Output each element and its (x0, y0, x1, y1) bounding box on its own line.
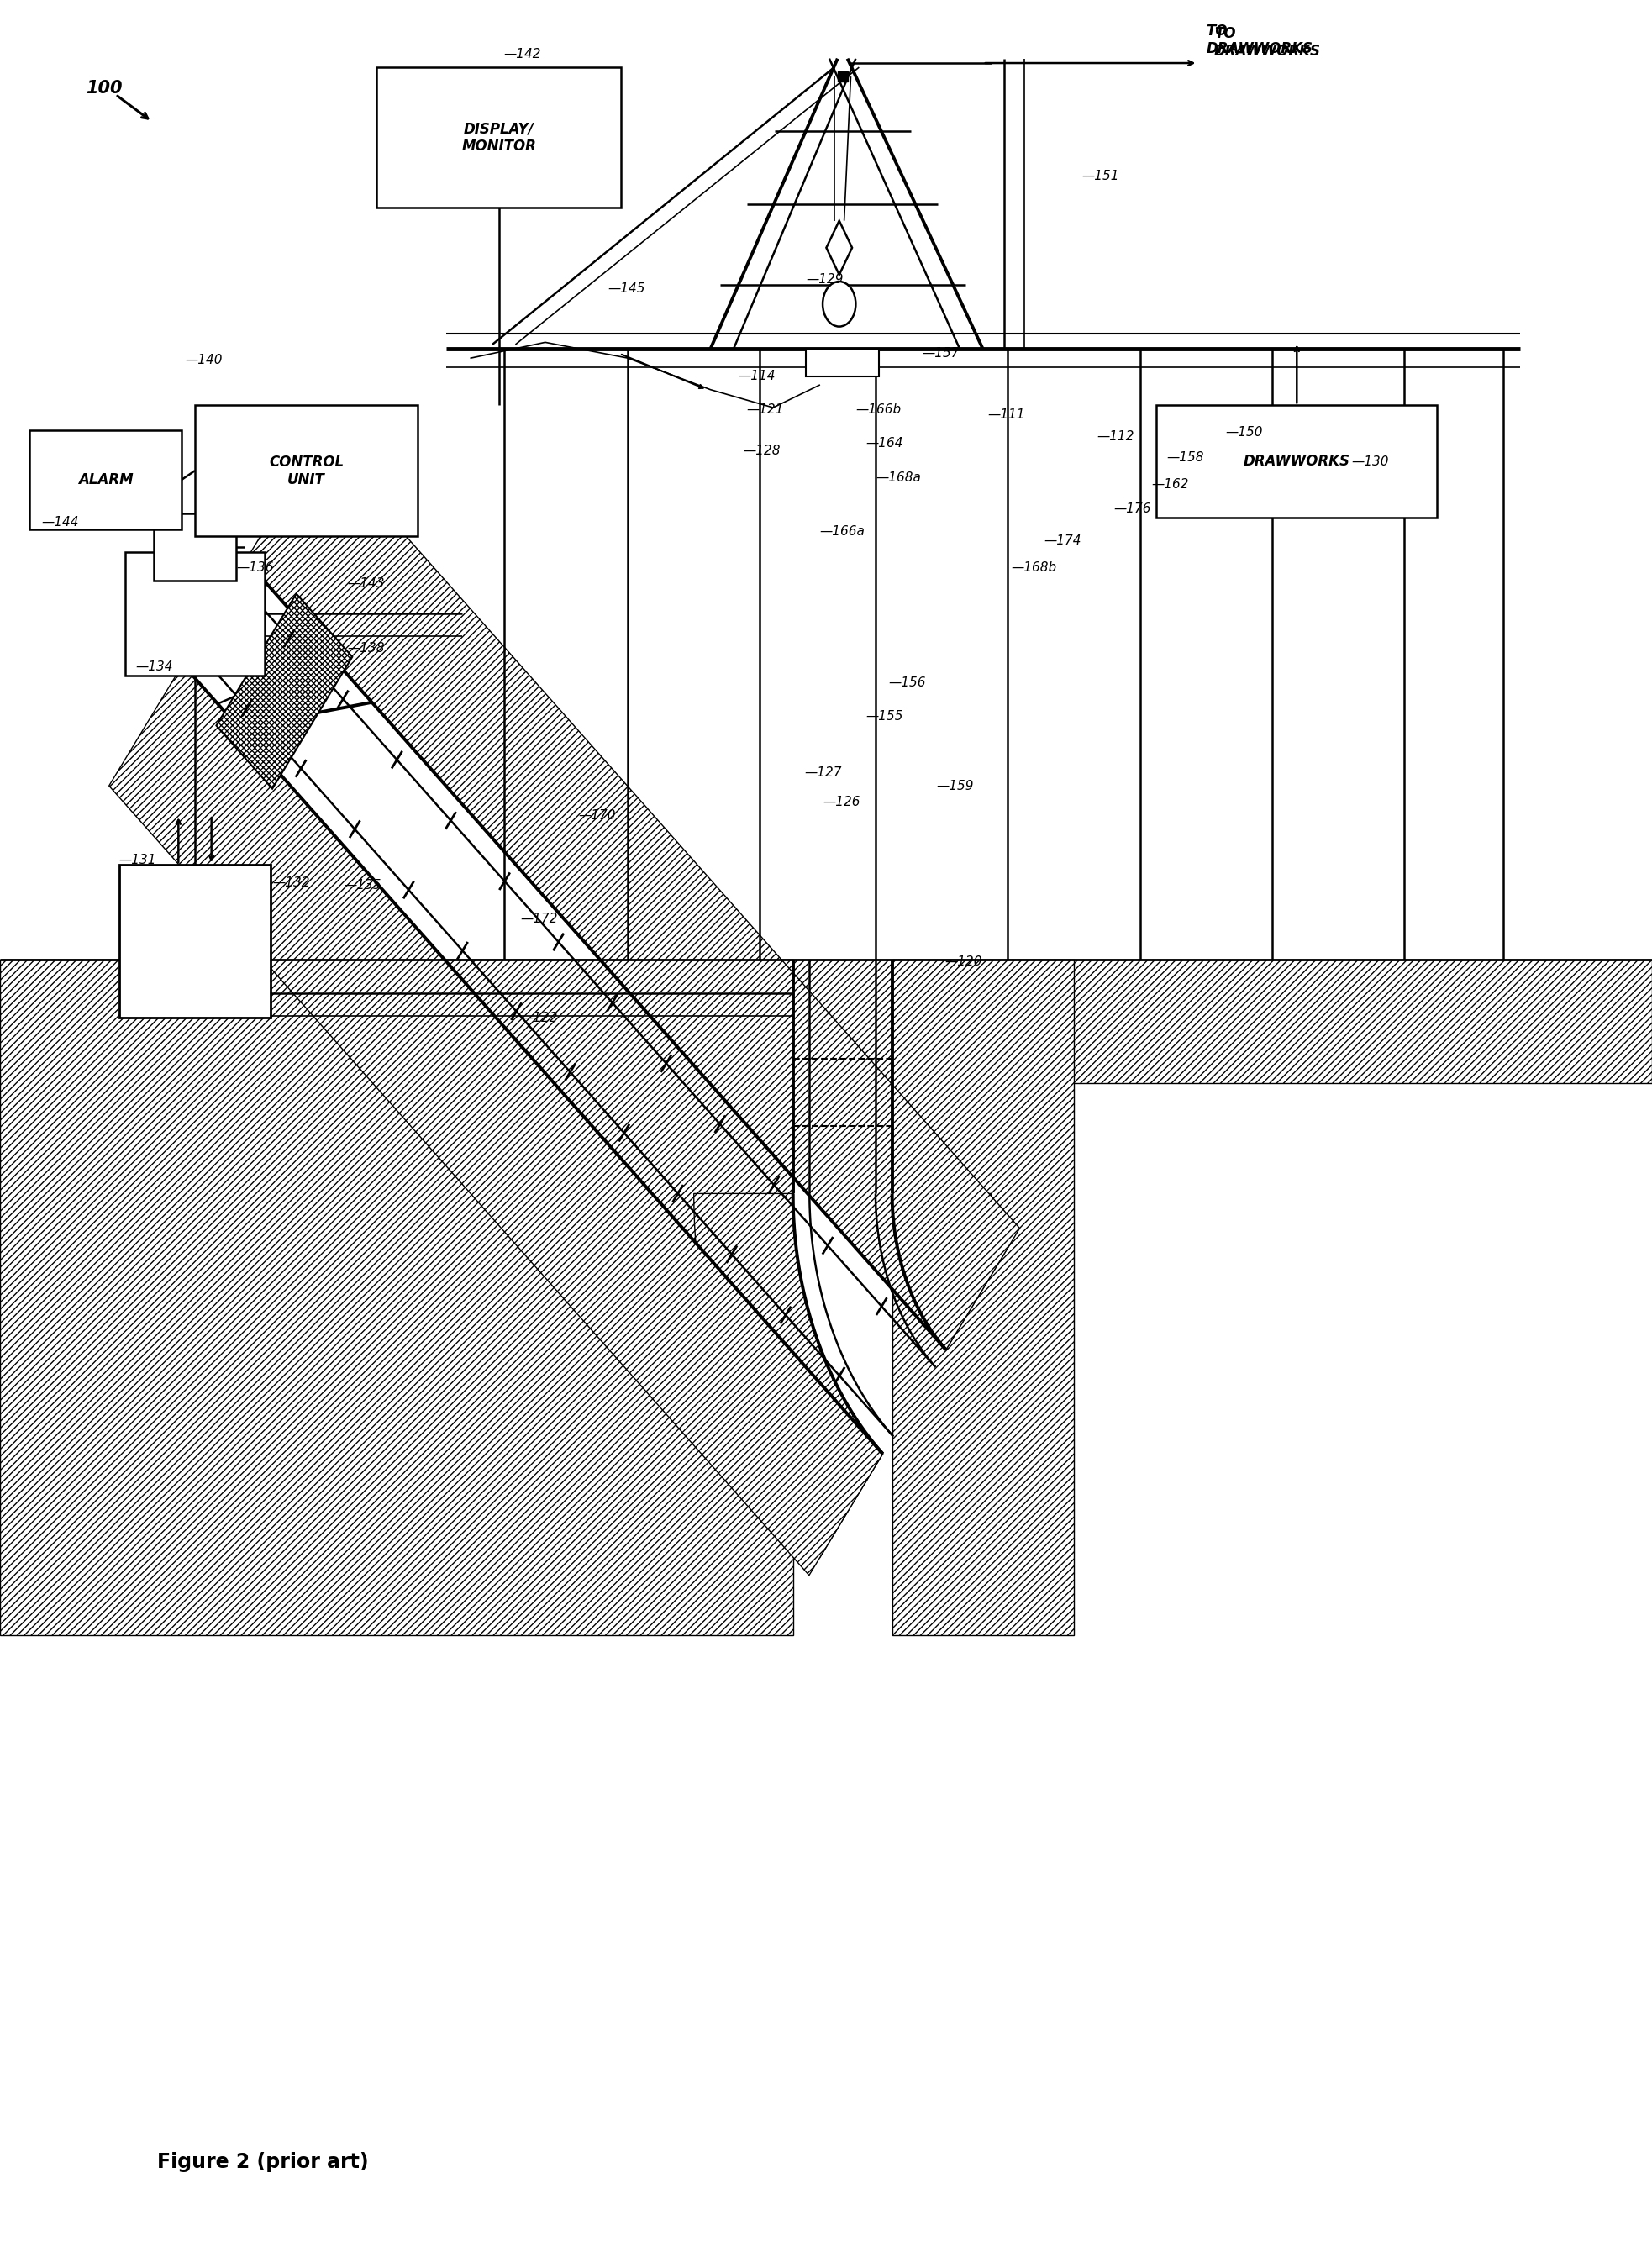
Text: —143: —143 (347, 577, 385, 590)
Text: —159: —159 (937, 779, 975, 793)
Text: —158: —158 (1166, 450, 1204, 464)
Bar (30, 430, 182, 529)
Polygon shape (892, 959, 1074, 1635)
Text: —166b: —166b (856, 403, 902, 417)
Text: DRAWWORKS: DRAWWORKS (1244, 455, 1350, 468)
Text: TO
DRAWWORKS: TO DRAWWORKS (1206, 25, 1313, 56)
Text: —121: —121 (747, 403, 785, 417)
Text: —129: —129 (806, 272, 844, 286)
Text: —114: —114 (738, 369, 776, 383)
Polygon shape (109, 664, 882, 1576)
Text: —111: —111 (988, 408, 1026, 421)
Text: —168b: —168b (1011, 561, 1057, 574)
Text: —122: —122 (520, 1011, 558, 1025)
Text: —157: —157 (922, 347, 960, 360)
Polygon shape (694, 1194, 882, 1558)
Bar (126, 552, 264, 676)
Text: —164: —164 (866, 437, 904, 450)
Text: TO
DRAWWORKS: TO DRAWWORKS (1214, 27, 1322, 59)
Text: ALARM: ALARM (78, 473, 134, 486)
Text: —170: —170 (578, 808, 616, 822)
Text: —156: —156 (889, 676, 927, 689)
Polygon shape (216, 595, 352, 788)
Text: DISPLAY/
MONITOR: DISPLAY/ MONITOR (461, 122, 537, 153)
Text: —142: —142 (504, 47, 542, 61)
Bar (195, 405, 418, 536)
Text: —135: —135 (344, 878, 382, 892)
Text: Figure 2 (prior art): Figure 2 (prior art) (157, 2153, 368, 2171)
Text: —132: —132 (273, 876, 311, 890)
Text: —126: —126 (823, 795, 861, 808)
Text: —120: —120 (945, 955, 983, 968)
Bar (1156, 405, 1437, 518)
Polygon shape (892, 1194, 1009, 1349)
Polygon shape (246, 439, 1019, 1349)
Text: —172: —172 (520, 912, 558, 926)
Text: —131: —131 (119, 854, 157, 867)
Text: —145: —145 (608, 282, 646, 295)
Bar (154, 513, 236, 581)
Polygon shape (0, 959, 793, 1635)
Text: —128: —128 (743, 444, 781, 457)
Text: —150: —150 (1226, 426, 1264, 439)
Polygon shape (0, 959, 1652, 1083)
Text: —144: —144 (41, 516, 79, 529)
Text: —166a: —166a (819, 525, 864, 538)
Bar (119, 865, 271, 1018)
Text: —112: —112 (1097, 430, 1135, 444)
Text: —162: —162 (1151, 477, 1189, 491)
Text: —176: —176 (1113, 502, 1151, 516)
Text: —174: —174 (1044, 534, 1082, 547)
Text: CONTROL
UNIT: CONTROL UNIT (269, 455, 344, 486)
Text: —155: —155 (866, 709, 904, 723)
Text: —127: —127 (805, 766, 843, 779)
Polygon shape (826, 221, 852, 275)
Text: —130: —130 (1351, 455, 1389, 468)
Text: —136: —136 (236, 561, 274, 574)
Text: —134: —134 (135, 660, 173, 673)
Bar (806, 349, 879, 376)
Text: —168a: —168a (876, 471, 920, 484)
Text: —138: —138 (347, 642, 385, 655)
Text: 100: 100 (86, 79, 122, 97)
Bar (377, 68, 621, 207)
Text: —151: —151 (1082, 169, 1120, 182)
Circle shape (823, 282, 856, 327)
Text: —140: —140 (185, 354, 223, 367)
